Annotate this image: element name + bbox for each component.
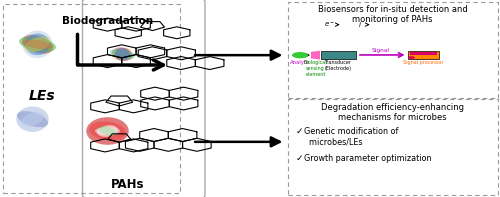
FancyArrowPatch shape (78, 34, 164, 70)
Circle shape (408, 56, 415, 59)
Ellipse shape (22, 31, 52, 58)
Ellipse shape (110, 49, 135, 59)
Ellipse shape (90, 121, 126, 141)
Text: Biological
sensing
element: Biological sensing element (304, 60, 328, 77)
Ellipse shape (25, 37, 50, 52)
Bar (288, 2, 498, 98)
Ellipse shape (22, 35, 53, 54)
Ellipse shape (86, 117, 129, 145)
Text: $i$: $i$ (358, 20, 362, 29)
Text: Signal: Signal (372, 48, 390, 53)
Ellipse shape (16, 106, 49, 132)
Text: ✓: ✓ (296, 127, 303, 136)
Text: Genetic modification of
  microbes/LEs: Genetic modification of microbes/LEs (304, 127, 398, 146)
Ellipse shape (21, 112, 44, 127)
Ellipse shape (115, 48, 130, 61)
Ellipse shape (95, 127, 120, 135)
Text: Biodegradation: Biodegradation (62, 16, 153, 26)
Ellipse shape (98, 126, 116, 136)
Text: Analyte: Analyte (290, 60, 310, 65)
Bar (2, 4, 180, 193)
FancyBboxPatch shape (82, 0, 205, 197)
Text: ✓: ✓ (296, 154, 303, 163)
Ellipse shape (112, 47, 133, 61)
FancyBboxPatch shape (410, 52, 437, 55)
Ellipse shape (17, 111, 48, 127)
Ellipse shape (19, 37, 56, 52)
Text: Growth parameter optimization: Growth parameter optimization (304, 154, 432, 163)
Ellipse shape (97, 125, 118, 137)
Bar (288, 99, 498, 195)
Polygon shape (311, 51, 320, 59)
Ellipse shape (25, 33, 50, 55)
Text: LEs: LEs (29, 88, 56, 103)
Ellipse shape (22, 39, 54, 49)
Text: Biosensors for in-situ detection and
monitoring of PAHs: Biosensors for in-situ detection and mon… (318, 5, 468, 24)
Text: $e^-$: $e^-$ (324, 20, 336, 29)
Ellipse shape (114, 48, 132, 60)
Text: Signal processor: Signal processor (403, 60, 444, 65)
Text: Transducer
(Electrode): Transducer (Electrode) (324, 60, 351, 71)
Circle shape (292, 52, 308, 58)
Text: Degradation efficiency-enhancing
mechanisms for microbes: Degradation efficiency-enhancing mechani… (321, 103, 464, 122)
Text: PAHs: PAHs (111, 178, 144, 191)
FancyBboxPatch shape (408, 51, 439, 59)
FancyBboxPatch shape (320, 51, 356, 59)
